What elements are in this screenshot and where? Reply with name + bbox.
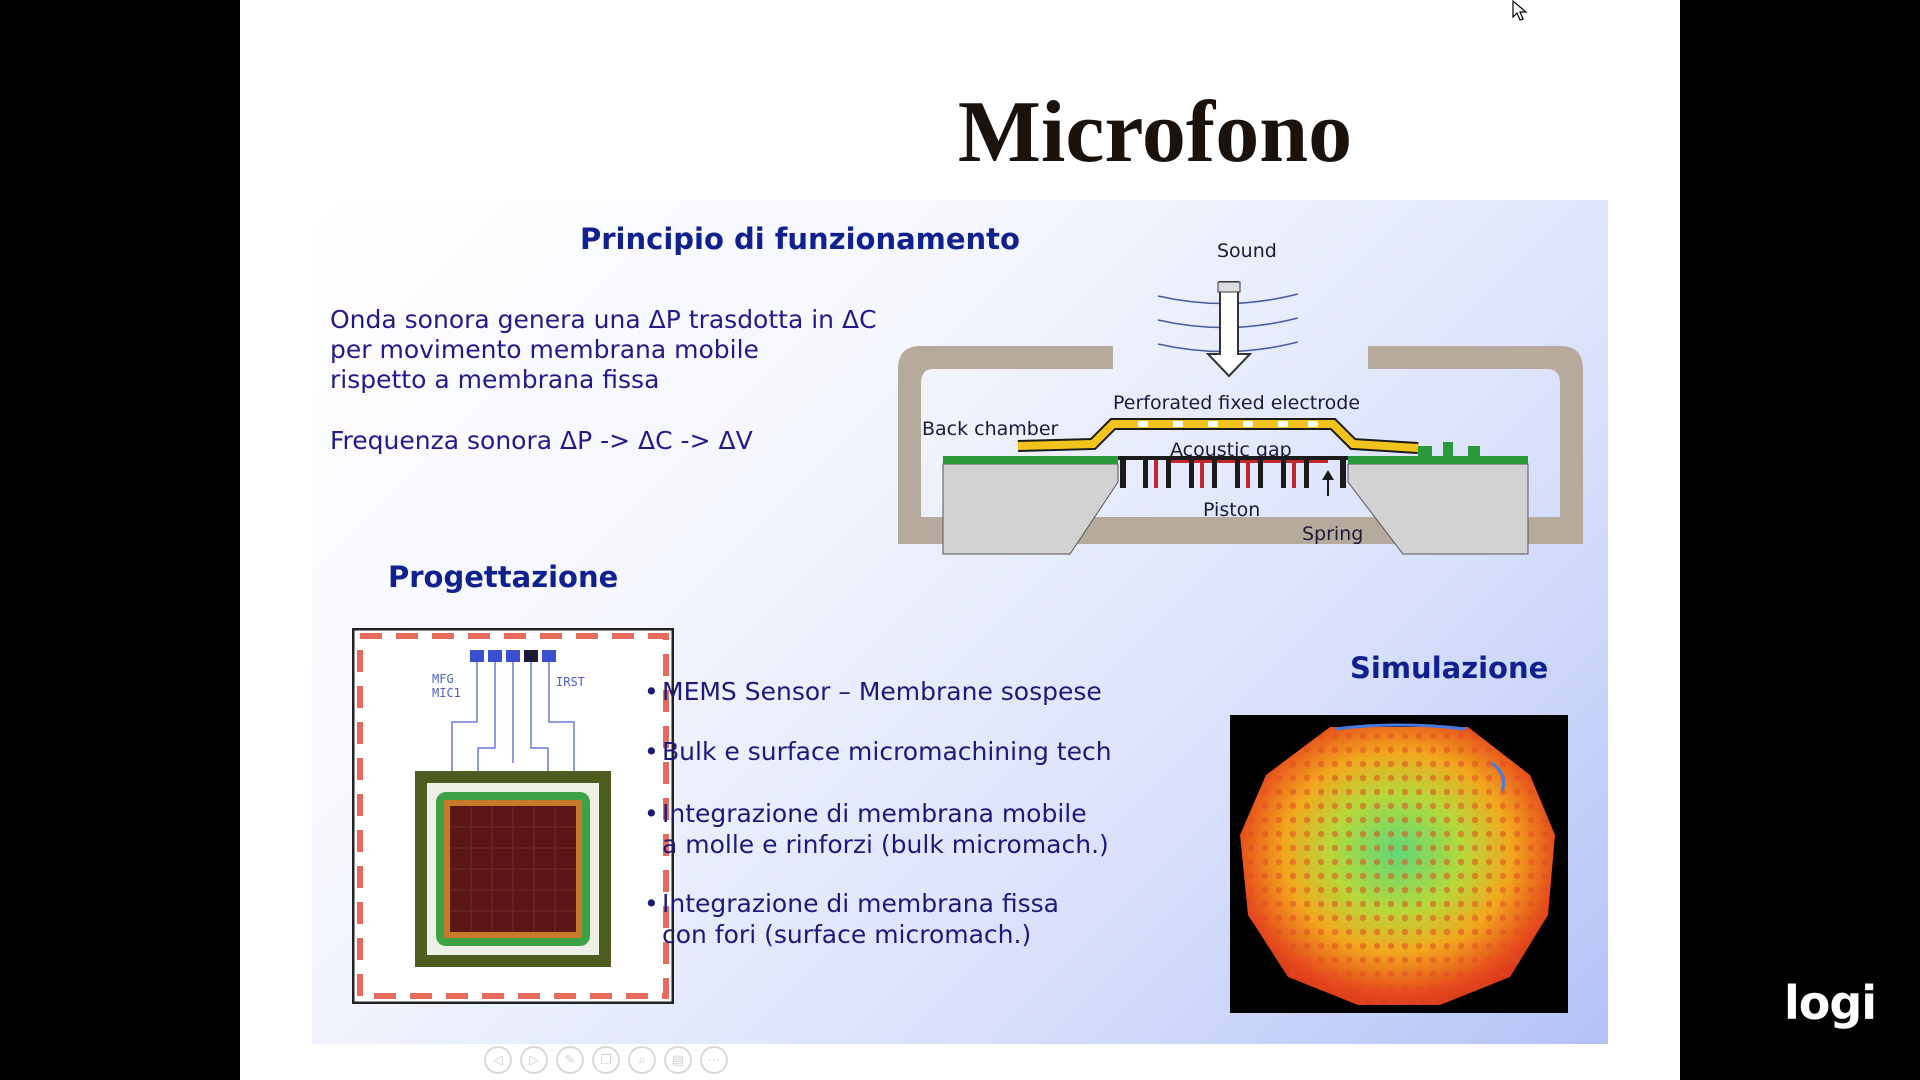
menu-icon[interactable]: ▤: [664, 1046, 692, 1074]
content-panel: Principio di funzionamento Onda sonora g…: [312, 200, 1608, 1044]
slide: Microfono Principio di funzionamento Ond…: [240, 0, 1680, 1080]
chip-label-left-2: MIC1: [432, 686, 461, 700]
slide-title: Microfono: [957, 84, 1353, 181]
chip-layout-image: MFG MIC1 IRST: [352, 628, 674, 1004]
acoustic-gap-label: Acoustic gap: [1170, 439, 1292, 461]
logi-logo: logi: [1784, 976, 1877, 1030]
more-icon[interactable]: ⋯: [700, 1046, 728, 1074]
bullet-item: • MEMS Sensor – Membrane sospese: [644, 677, 1102, 706]
chip-label-right: IRST: [556, 675, 585, 689]
back-chamber-label: Back chamber: [922, 418, 1059, 440]
piston-label: Piston: [1203, 499, 1260, 521]
design-heading: Progettazione: [388, 560, 619, 594]
zoom-icon[interactable]: ⌕: [628, 1046, 656, 1074]
principle-heading: Principio di funzionamento: [580, 222, 1020, 256]
simulation-heading: Simulazione: [1350, 651, 1549, 685]
prev-icon[interactable]: ◁: [484, 1046, 512, 1074]
slide-toolbar: ◁ ▷ ✎ ❐ ⌕ ▤ ⋯: [484, 1046, 728, 1076]
pen-icon[interactable]: ✎: [556, 1046, 584, 1074]
bullet-item: • Bulk e surface micromachining tech: [644, 737, 1112, 766]
principle-text: Onda sonora genera una ΔP trasdotta in Δ…: [330, 305, 877, 394]
spring-label: Spring: [1302, 523, 1363, 545]
sound-label: Sound: [1217, 240, 1277, 262]
frequency-text: Frequenza sonora ΔP -> ΔC -> ΔV: [330, 426, 753, 455]
mouse-cursor-icon: [1512, 0, 1528, 21]
perforated-electrode-label: Perforated fixed electrode: [1113, 392, 1360, 414]
bullet-item: • Integrazione di membrana mobile a molle…: [644, 799, 1109, 859]
chip-label-left-1: MFG: [432, 672, 454, 686]
next-icon[interactable]: ▷: [520, 1046, 548, 1074]
bullet-item: • Integrazione di membrana fissa con fori…: [644, 889, 1059, 949]
copy-icon[interactable]: ❐: [592, 1046, 620, 1074]
mems-cross-section-diagram: Sound Perforated fixed electrode Back ch…: [898, 240, 1583, 555]
simulation-image: [1230, 715, 1568, 1013]
